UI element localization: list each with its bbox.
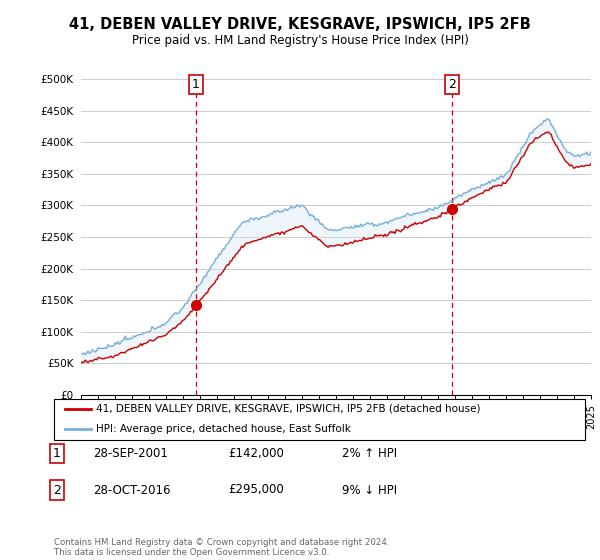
Text: 2% ↑ HPI: 2% ↑ HPI [342, 447, 397, 460]
Text: 2: 2 [53, 483, 61, 497]
Text: 2: 2 [448, 78, 456, 91]
Text: 9% ↓ HPI: 9% ↓ HPI [342, 483, 397, 497]
Text: 28-SEP-2001: 28-SEP-2001 [93, 447, 168, 460]
Text: 1: 1 [192, 78, 200, 91]
Text: £142,000: £142,000 [228, 447, 284, 460]
Text: Contains HM Land Registry data © Crown copyright and database right 2024.
This d: Contains HM Land Registry data © Crown c… [54, 538, 389, 557]
Text: 28-OCT-2016: 28-OCT-2016 [93, 483, 170, 497]
Text: £295,000: £295,000 [228, 483, 284, 497]
Text: Price paid vs. HM Land Registry's House Price Index (HPI): Price paid vs. HM Land Registry's House … [131, 34, 469, 46]
Text: 41, DEBEN VALLEY DRIVE, KESGRAVE, IPSWICH, IP5 2FB (detached house): 41, DEBEN VALLEY DRIVE, KESGRAVE, IPSWIC… [97, 404, 481, 414]
Text: 1: 1 [53, 447, 61, 460]
Text: HPI: Average price, detached house, East Suffolk: HPI: Average price, detached house, East… [97, 424, 352, 435]
Text: 41, DEBEN VALLEY DRIVE, KESGRAVE, IPSWICH, IP5 2FB: 41, DEBEN VALLEY DRIVE, KESGRAVE, IPSWIC… [69, 17, 531, 32]
